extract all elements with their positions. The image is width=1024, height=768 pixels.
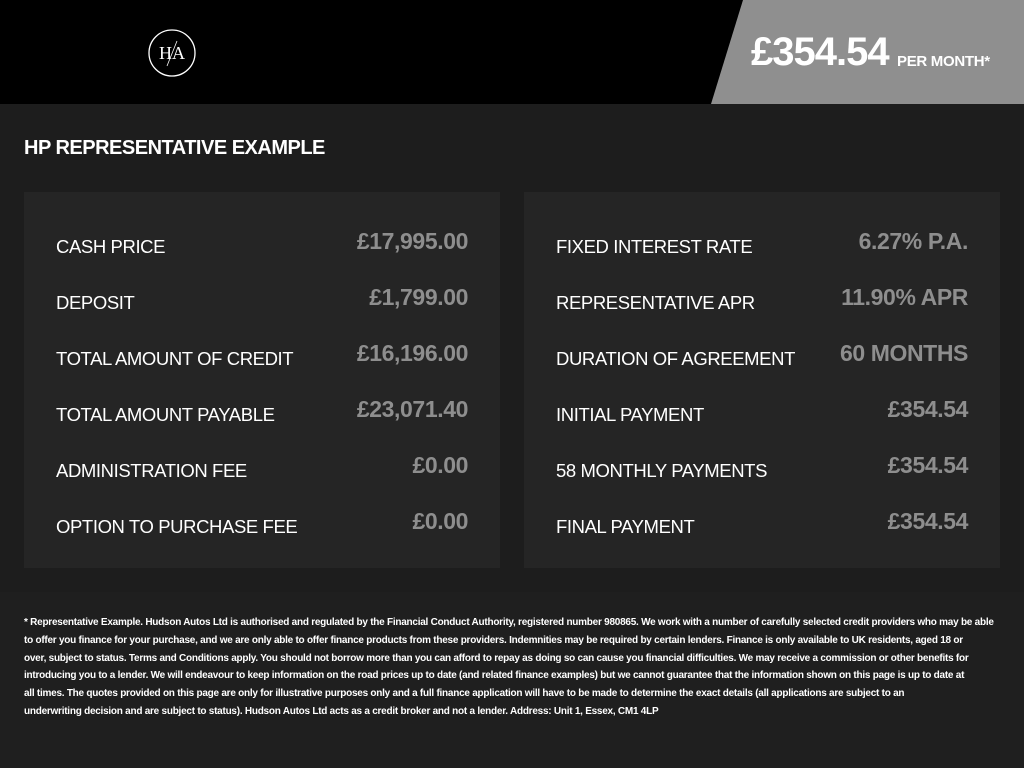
row-value: 60 MONTHS	[839, 340, 968, 366]
row-value: £16,196.00	[356, 340, 469, 366]
finance-row-monthly-payments: 58 MONTHLY PAYMENTS £354.54	[556, 452, 968, 482]
finance-row-initial-payment: INITIAL PAYMENT £354.54	[556, 396, 968, 426]
row-label: DURATION OF AGREEMENT	[556, 348, 795, 369]
disclaimer-line: to offer you finance for your purchase, …	[24, 634, 963, 646]
finance-row-option-fee: OPTION TO PURCHASE FEE £0.00	[56, 508, 468, 538]
row-label: FINAL PAYMENT	[556, 516, 695, 537]
row-label: TOTAL AMOUNT OF CREDIT	[56, 348, 294, 369]
row-label: 58 MONTHLY PAYMENTS	[556, 460, 768, 481]
row-label: REPRESENTATIVE APR	[556, 292, 755, 313]
row-label: TOTAL AMOUNT PAYABLE	[56, 404, 275, 425]
finance-row-duration: DURATION OF AGREEMENT 60 MONTHS	[556, 340, 968, 370]
finance-row-deposit: DEPOSIT £1,799.00	[56, 284, 468, 314]
row-label: ADMINISTRATION FEE	[56, 460, 247, 481]
monthly-price-box: £354.54 PER MONTH*	[711, 0, 1024, 104]
finance-panel-right: FIXED INTEREST RATE 6.27% P.A. REPRESENTA…	[524, 192, 1000, 568]
page-title: HP REPRESENTATIVE EXAMPLE	[24, 137, 325, 159]
row-value: 11.90% APR	[841, 284, 968, 310]
disclaimer-line: * Representative Example. Hudson Autos L…	[24, 617, 994, 628]
finance-row-apr: REPRESENTATIVE APR 11.90% APR	[556, 284, 968, 314]
finance-row-interest-rate: FIXED INTEREST RATE 6.27% P.A.	[556, 228, 968, 258]
row-value: £354.54	[887, 452, 969, 478]
disclaimer-footer: * Representative Example. Hudson Autos L…	[0, 592, 1024, 768]
disclaimer-line: underwriting decision and are subject to…	[24, 705, 659, 717]
row-label: FIXED INTEREST RATE	[556, 236, 753, 257]
monthly-price: £354.54	[751, 30, 890, 74]
disclaimer-text: * Representative Example. Hudson Autos L…	[24, 614, 994, 721]
disclaimer-line: introducing you to a lender. We will end…	[24, 670, 965, 682]
disclaimer-line: all times. The quotes provided on this p…	[24, 688, 905, 700]
finance-row-admin-fee: ADMINISTRATION FEE £0.00	[56, 452, 468, 482]
row-label: INITIAL PAYMENT	[556, 404, 704, 425]
finance-row-total-credit: TOTAL AMOUNT OF CREDIT £16,196.00	[56, 340, 468, 370]
finance-panel-left: CASH PRICE £17,995.00 DEPOSIT £1,799.00 TO…	[24, 192, 500, 568]
finance-row-total-payable: TOTAL AMOUNT PAYABLE £23,071.40	[56, 396, 468, 426]
row-value: £1,799.00	[369, 284, 468, 310]
row-value: £17,995.00	[356, 228, 469, 254]
hudson-autos-logo[interactable]: HA	[147, 28, 197, 78]
row-label: OPTION TO PURCHASE FEE	[56, 516, 298, 537]
row-value: £0.00	[412, 508, 468, 534]
row-value: £0.00	[412, 452, 468, 478]
row-label: CASH PRICE	[56, 236, 166, 257]
row-value: £354.54	[887, 396, 969, 422]
finance-row-cash-price: CASH PRICE £17,995.00	[56, 228, 468, 258]
disclaimer-line: over, subject to status. Terms and Condi…	[24, 652, 969, 664]
finance-row-final-payment: FINAL PAYMENT £354.54	[556, 508, 968, 538]
row-label: DEPOSIT	[56, 292, 135, 313]
per-month-label: PER MONTH*	[897, 53, 990, 70]
row-value: £354.54	[887, 508, 969, 534]
row-value: 6.27% P.A.	[858, 228, 969, 254]
row-value: £23,071.40	[356, 396, 469, 422]
header-bar: HA £354.54 PER MONTH*	[0, 0, 1024, 104]
